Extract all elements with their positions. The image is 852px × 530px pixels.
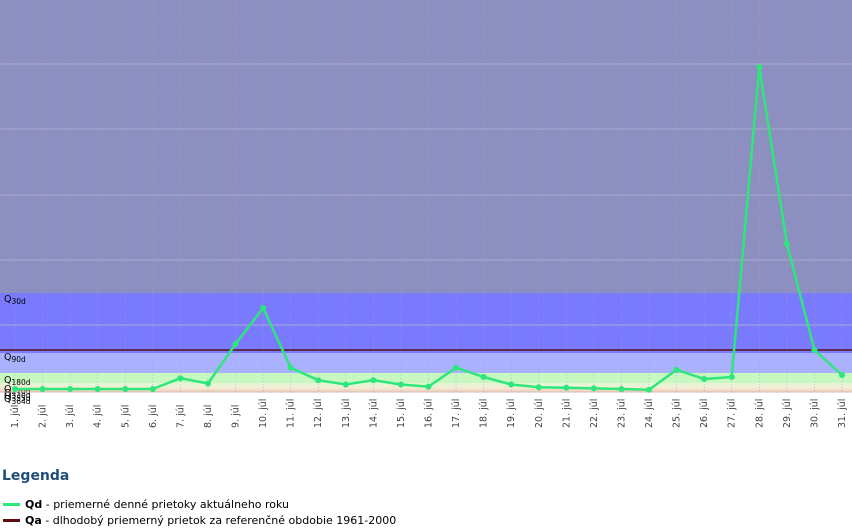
x-tick-label: 24. júl bbox=[644, 399, 655, 428]
legend-key-qd: Qd bbox=[25, 498, 43, 511]
x-tick-label: 27. júl bbox=[727, 399, 738, 428]
data-point bbox=[563, 384, 570, 391]
x-tick-label: 3. júl bbox=[65, 405, 76, 428]
data-point bbox=[39, 386, 46, 392]
zone-label-q180d: Q180d bbox=[4, 375, 31, 387]
data-point bbox=[12, 386, 18, 392]
x-tick-label: 15. júl bbox=[396, 399, 407, 428]
x-tick-label: 31. júl bbox=[837, 399, 848, 428]
zone-q364d bbox=[0, 389, 852, 392]
zone-label-q364d: Q364d bbox=[4, 394, 31, 406]
x-tick-label: 23. júl bbox=[616, 399, 627, 428]
x-tick-label: 17. júl bbox=[451, 399, 462, 428]
data-point bbox=[453, 364, 460, 371]
zone-q330d bbox=[0, 383, 852, 386]
x-tick-label: 13. júl bbox=[341, 399, 352, 428]
data-point bbox=[177, 375, 184, 382]
data-point bbox=[839, 372, 845, 378]
data-point bbox=[811, 347, 818, 353]
data-point bbox=[508, 381, 515, 388]
x-tick-label: 6. júl bbox=[148, 405, 159, 428]
x-tick-label: 11. júl bbox=[286, 399, 297, 428]
zone-q30d bbox=[0, 0, 852, 293]
x-tick-label: 7. júl bbox=[175, 405, 186, 428]
data-point bbox=[535, 384, 542, 391]
zone-label-q330d: Q330d bbox=[4, 388, 31, 400]
x-tick-label: 22. júl bbox=[589, 399, 600, 428]
data-point bbox=[149, 386, 156, 392]
data-point bbox=[480, 374, 487, 380]
legend-swatch-qd bbox=[3, 502, 20, 506]
data-point bbox=[673, 366, 680, 373]
x-tick-label: 25. júl bbox=[672, 399, 683, 428]
x-tick-label: 12. júl bbox=[313, 399, 324, 428]
x-tick-label: 26. júl bbox=[699, 399, 710, 428]
legend-item-qd: Qd - priemerné denné prietoky aktuálneho… bbox=[3, 498, 289, 514]
zone-q270d bbox=[0, 373, 852, 383]
data-point bbox=[315, 377, 322, 384]
data-point bbox=[232, 341, 239, 347]
x-tick-label: 18. júl bbox=[479, 399, 490, 428]
zone-label-q30d: Q30d bbox=[4, 294, 26, 306]
x-tick-label: 14. júl bbox=[368, 399, 379, 428]
x-tick-label: 21. júl bbox=[561, 399, 572, 428]
data-point bbox=[618, 386, 625, 392]
data-point bbox=[122, 386, 129, 392]
legend-title: Legenda bbox=[2, 468, 70, 484]
data-point bbox=[260, 305, 267, 311]
data-point bbox=[728, 374, 735, 380]
data-point bbox=[590, 385, 597, 392]
x-tick-label: 28. júl bbox=[754, 399, 765, 428]
x-tick-label: 8. júl bbox=[203, 405, 214, 428]
discharge-chart: Q30d Q90d Q180d Q270d Q330d Q355d Q364d 1. júl 2… bbox=[0, 0, 852, 428]
x-tick-label: 5. júl bbox=[120, 405, 131, 428]
x-tick-label: 30. júl bbox=[809, 399, 820, 428]
x-tick-label: 16. júl bbox=[424, 399, 435, 428]
legend-key-qa: Qa bbox=[25, 514, 42, 527]
data-point bbox=[342, 381, 349, 388]
x-tick-label: 2. júl bbox=[38, 405, 49, 428]
x-tick-label: 9. júl bbox=[231, 405, 242, 428]
legend-item-qa: Qa - dlhodobý priemerný prietok za refer… bbox=[3, 514, 396, 530]
x-tick-label: 4. júl bbox=[93, 405, 104, 428]
data-point bbox=[397, 381, 404, 388]
x-tick-label: 1. júl bbox=[10, 405, 21, 428]
data-point bbox=[204, 380, 211, 387]
data-point bbox=[646, 386, 653, 393]
x-tick-label: 29. júl bbox=[782, 399, 793, 428]
zone-label-q90d: Q90d bbox=[4, 352, 26, 364]
x-tick-label: 10. júl bbox=[258, 399, 269, 428]
data-point bbox=[701, 376, 708, 382]
data-point bbox=[370, 377, 377, 384]
legend-text-qa: - dlhodobý priemerný prietok za referenč… bbox=[41, 514, 397, 527]
legend: Legenda Qd - priemerné denné prietoky ak… bbox=[0, 466, 852, 527]
data-point bbox=[783, 240, 790, 247]
zone-q90d bbox=[0, 293, 852, 353]
zone-label-q355d: Q355d bbox=[4, 391, 31, 403]
legend-swatch-qa bbox=[3, 518, 20, 522]
data-point bbox=[756, 64, 763, 70]
zone-q180d bbox=[0, 353, 852, 373]
data-point bbox=[94, 386, 101, 392]
data-point bbox=[425, 383, 432, 390]
x-tick-label: 20. júl bbox=[534, 399, 545, 428]
legend-text-qd: - priemerné denné prietoky aktuálneho ro… bbox=[42, 498, 290, 511]
x-tick-label: 19. júl bbox=[506, 399, 517, 428]
data-point bbox=[287, 364, 294, 371]
data-point bbox=[67, 386, 74, 392]
